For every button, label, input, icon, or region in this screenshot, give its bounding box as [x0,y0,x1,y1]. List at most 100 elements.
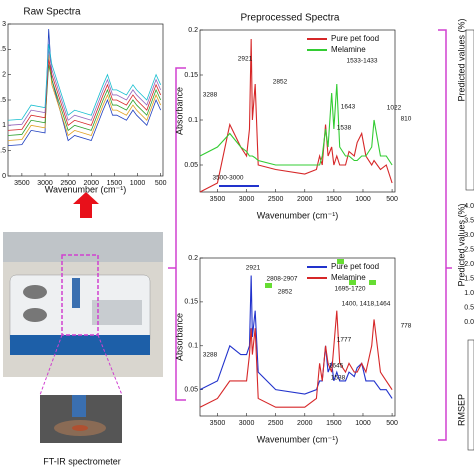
spectrum-line [199,310,393,408]
spectrum-line [7,44,162,121]
annotation: 1533-1433 [346,58,377,65]
x-tick-label: 3000 [239,420,255,427]
annotation: 3500-3000 [212,175,243,182]
instrument-photo [3,232,163,443]
x-tick-label: 1000 [130,180,146,187]
annotation: 1777 [337,337,352,344]
cropped-panel [465,29,474,191]
x-tick-label: 2500 [268,196,284,203]
bracket [438,29,452,441]
spectrum-line [7,59,162,131]
annotation: 778 [401,323,412,330]
plot-frame [7,23,164,177]
y-tick-label: 0.5 [0,148,6,155]
y-tick-label: 0.2 [188,27,198,34]
bracket-mark [219,185,259,187]
spectrum-line [7,54,162,141]
spectrum-line [199,275,393,399]
annotation: 3288 [203,92,218,99]
x-tick-label: 3000 [239,196,255,203]
legend-label: Melamine [331,45,366,54]
annotation: 2921 [238,56,253,63]
y-tick-label: 0.15 [184,72,198,79]
cropped-y-label: Predicted values (%) [456,203,466,286]
cropped-tick: 4.0 [464,203,474,210]
annotation: 1538 [331,375,346,382]
x-tick-label: 500 [386,420,398,427]
cropped-y-label: RMSEP [456,394,466,426]
legend-label: Pure pet food [331,262,379,271]
annotation: 1643 [341,104,356,111]
highlight [369,280,376,285]
annotation: 1400, 1418,1464 [342,301,391,308]
cropped-y-label: Predicted values (%) [456,18,466,101]
y-axis-label: Absorbance [174,313,184,361]
y-axis-label: Absorbance [174,87,184,135]
annotation: 1695-1720 [334,286,365,293]
x-axis-label: Wavenumber (cm⁻¹) [45,184,126,194]
annotation: 1538 [337,125,352,132]
x-tick-label: 1000 [355,196,371,203]
plot-frame [199,29,396,193]
chart-title: Raw Spectra [23,7,81,18]
cropped-tick: 2.0 [464,261,474,268]
annotation: 1022 [387,105,402,112]
x-tick-label: 1500 [326,196,342,203]
y-tick-label: 0.1 [188,117,198,124]
x-tick-label: 500 [386,196,398,203]
x-tick-label: 3000 [37,180,53,187]
y-tick-label: 3 [2,21,6,28]
instrument-label: FT-IR spectrometer [43,456,121,466]
y-tick-label: 1 [2,122,6,129]
annotation: 810 [401,116,412,123]
x-tick-label: 3500 [210,420,226,427]
cropped-panel [467,339,474,451]
x-axis-label: Wavenumber (cm⁻¹) [257,210,338,220]
spectrum-line [7,29,162,146]
cropped-tick: 3.0 [464,232,474,239]
x-axis-label: Wavenumber (cm⁻¹) [257,434,338,444]
y-tick-label: 0.1 [188,343,198,350]
x-tick-label: 3500 [210,196,226,203]
legend-label: Melamine [331,273,366,282]
annotation: 1645 [329,363,344,370]
annotation: 2852 [273,79,288,86]
annotation: 2808-2907 [266,276,297,283]
spectrum-line [199,83,393,166]
y-tick-label: 1.5 [0,97,6,104]
annotation: 2852 [278,289,293,296]
x-tick-label: 2500 [268,420,284,427]
highlight [265,283,272,288]
y-tick-label: 2.5 [0,46,6,53]
annotation: 2921 [246,265,261,272]
annotation: 3288 [203,352,218,359]
x-tick-label: 1000 [355,420,371,427]
chart-title: Preprocessed Spectra [241,13,340,24]
y-tick-label: 0.05 [184,162,198,169]
x-tick-label: 2500 [60,180,76,187]
y-tick-label: 0.05 [184,387,198,394]
y-tick-label: 0 [2,173,6,180]
x-tick-label: 500 [155,180,167,187]
x-tick-label: 2000 [83,180,99,187]
plot-frame [199,257,396,417]
x-tick-label: 2000 [297,196,313,203]
x-tick-label: 3500 [14,180,30,187]
y-tick-label: 0.2 [188,255,198,262]
arrow [73,192,99,218]
x-tick-label: 1500 [326,420,342,427]
cropped-tick: 1.0 [464,290,474,297]
highlight [337,259,344,264]
bracket [168,67,186,401]
spectrum-line [7,49,162,126]
x-tick-label: 1500 [107,180,123,187]
legend-label: Pure pet food [331,34,379,43]
spectrum-line [7,64,162,136]
highlight [349,280,356,285]
cropped-tick: 1.5 [464,275,474,282]
cropped-tick: 3.5 [464,217,474,224]
cropped-tick: 0.5 [464,304,474,311]
x-tick-label: 2000 [297,420,313,427]
y-tick-label: 0.15 [184,299,198,306]
